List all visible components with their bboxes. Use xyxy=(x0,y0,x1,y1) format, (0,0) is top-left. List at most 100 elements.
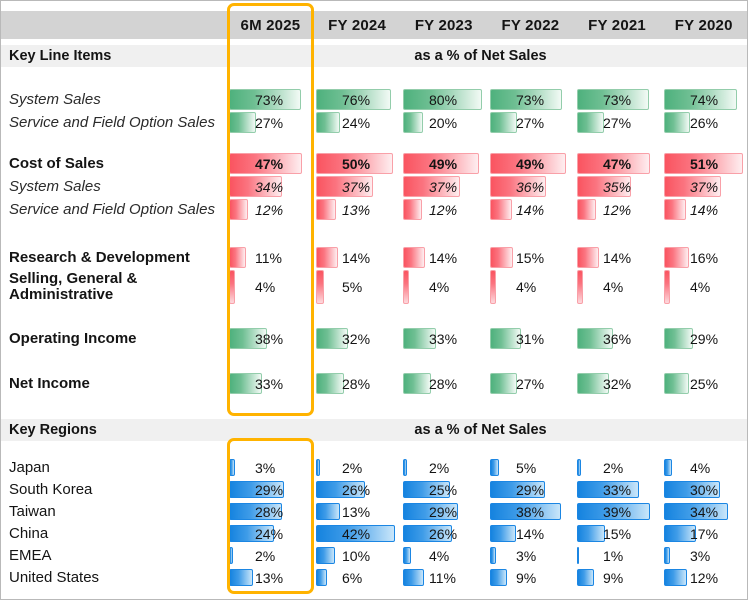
cell-fy-2020: 17% xyxy=(660,525,747,542)
cell-fy-2020: 74% xyxy=(660,89,747,110)
row-label: Net Income xyxy=(9,374,90,392)
value-label: 4% xyxy=(429,279,450,295)
metric-row-research-development: Research & Development 11% 14% 14% 15% 14% 16% xyxy=(1,247,747,268)
bar-track: 27% xyxy=(577,112,656,133)
blue-bar xyxy=(577,547,579,564)
cell-fy-2021: 15% xyxy=(573,525,660,542)
row-cells: 38% 32% 33% 31% 36% 29% xyxy=(225,328,747,349)
value-label: 13% xyxy=(255,569,284,586)
red-bar xyxy=(229,270,236,304)
bar-track: 42% xyxy=(316,525,395,542)
bar-track: 38% xyxy=(490,503,569,520)
value-label: 51% xyxy=(690,155,719,172)
column-header-fy-2024: FY 2024 xyxy=(328,16,386,34)
metric-row-system-sales: System Sales 73% 76% 80% 73% 73% 74% xyxy=(1,89,747,110)
cell-fy-2023: 4% xyxy=(399,270,486,304)
bar-track: 10% xyxy=(316,547,395,564)
bar-track: 50% xyxy=(316,153,395,174)
value-label: 33% xyxy=(429,330,458,347)
cell-6m-2025: 34% xyxy=(225,176,312,197)
cell-fy-2024: 50% xyxy=(312,153,399,174)
blue-bar xyxy=(403,569,424,586)
metric-row-united-states: United States 13% 6% 11% 9% 9% 12% xyxy=(1,569,747,586)
metric-row-net-income: Net Income 33% 28% 28% 27% 32% 25% xyxy=(1,373,747,394)
cell-fy-2023: 26% xyxy=(399,525,486,542)
row-cells: 73% 76% 80% 73% 73% 74% xyxy=(225,89,747,110)
cell-fy-2024: 10% xyxy=(312,547,399,564)
header-spacer xyxy=(1,11,227,39)
metric-row-system-sales: System Sales 34% 37% 37% 36% 35% 37% xyxy=(1,176,747,197)
bar-track: 36% xyxy=(577,328,656,349)
bar-track: 4% xyxy=(229,270,308,304)
cell-fy-2022: 27% xyxy=(486,112,573,133)
value-label: 11% xyxy=(429,569,456,586)
row-cells: 12% 13% 12% 14% 12% 14% xyxy=(225,199,747,220)
bar-track: 5% xyxy=(490,459,569,476)
red-bar xyxy=(577,153,650,174)
bar-track: 12% xyxy=(403,199,482,220)
blue-bar xyxy=(316,525,395,542)
green-bar xyxy=(403,328,436,349)
value-label: 14% xyxy=(516,525,545,542)
cell-fy-2021: 32% xyxy=(573,373,660,394)
metric-row-service-and-field-option-sales: Service and Field Option Sales 12% 13% 12% 1… xyxy=(1,199,747,220)
cell-fy-2024: 37% xyxy=(312,176,399,197)
red-bar xyxy=(490,199,512,220)
cell-fy-2020: 16% xyxy=(660,247,747,268)
value-label: 27% xyxy=(516,114,545,131)
row-cells: 27% 24% 20% 27% 27% 26% xyxy=(225,112,747,133)
cell-fy-2023: 49% xyxy=(399,153,486,174)
value-label: 25% xyxy=(690,375,719,392)
row-label: System Sales xyxy=(9,177,101,195)
bar-track: 6% xyxy=(316,569,395,586)
green-bar xyxy=(577,328,613,349)
cell-fy-2023: 37% xyxy=(399,176,486,197)
green-bar xyxy=(577,89,650,110)
cell-fy-2024: 26% xyxy=(312,481,399,498)
bar-track: 14% xyxy=(316,247,395,268)
blue-bar xyxy=(664,525,696,542)
value-label: 14% xyxy=(690,201,719,218)
bar-track: 73% xyxy=(229,89,308,110)
row-label: Selling, General & Administrative xyxy=(9,270,138,303)
metric-row-china: China 24% 42% 26% 14% 15% 17% xyxy=(1,525,747,542)
blue-bar xyxy=(664,547,670,564)
value-label: 33% xyxy=(255,375,284,392)
value-label: 12% xyxy=(603,201,632,218)
bar-track: 38% xyxy=(229,328,308,349)
value-label: 37% xyxy=(429,178,458,195)
blue-bar xyxy=(490,503,562,520)
value-label: 2% xyxy=(255,547,276,564)
cell-fy-2020: 4% xyxy=(660,270,747,304)
cell-fy-2020: 14% xyxy=(660,199,747,220)
blue-bar xyxy=(229,547,233,564)
column-header-fy-2020: FY 2020 xyxy=(674,16,733,34)
bar-track: 27% xyxy=(490,373,569,394)
value-label: 12% xyxy=(690,569,719,586)
row-cells: 29% 26% 25% 29% 33% 30% xyxy=(225,481,747,498)
value-label: 42% xyxy=(342,525,371,542)
metric-row-south-korea: South Korea 29% 26% 25% 29% 33% 30% xyxy=(1,481,747,498)
bar-track: 26% xyxy=(403,525,482,542)
value-label: 28% xyxy=(429,375,458,392)
blue-bar xyxy=(229,459,235,476)
row-cells: 11% 14% 14% 15% 14% 16% xyxy=(225,247,747,268)
red-bar xyxy=(490,153,566,174)
value-label: 36% xyxy=(516,178,545,195)
green-bar xyxy=(403,89,482,110)
section-band-key-regions: Key Regions as a % of Net Sales xyxy=(1,419,747,441)
value-label: 6% xyxy=(342,569,363,586)
value-label: 3% xyxy=(690,547,711,564)
cell-fy-2021: 35% xyxy=(573,176,660,197)
cell-fy-2024: 2% xyxy=(312,459,399,476)
bar-track: 17% xyxy=(664,525,743,542)
blue-bar xyxy=(490,547,496,564)
cell-fy-2024: 28% xyxy=(312,373,399,394)
value-label: 33% xyxy=(603,481,632,498)
bar-track: 74% xyxy=(664,89,743,110)
value-label: 80% xyxy=(429,91,458,108)
red-bar xyxy=(229,199,248,220)
bar-track: 30% xyxy=(664,481,743,498)
value-label: 11% xyxy=(255,249,282,266)
